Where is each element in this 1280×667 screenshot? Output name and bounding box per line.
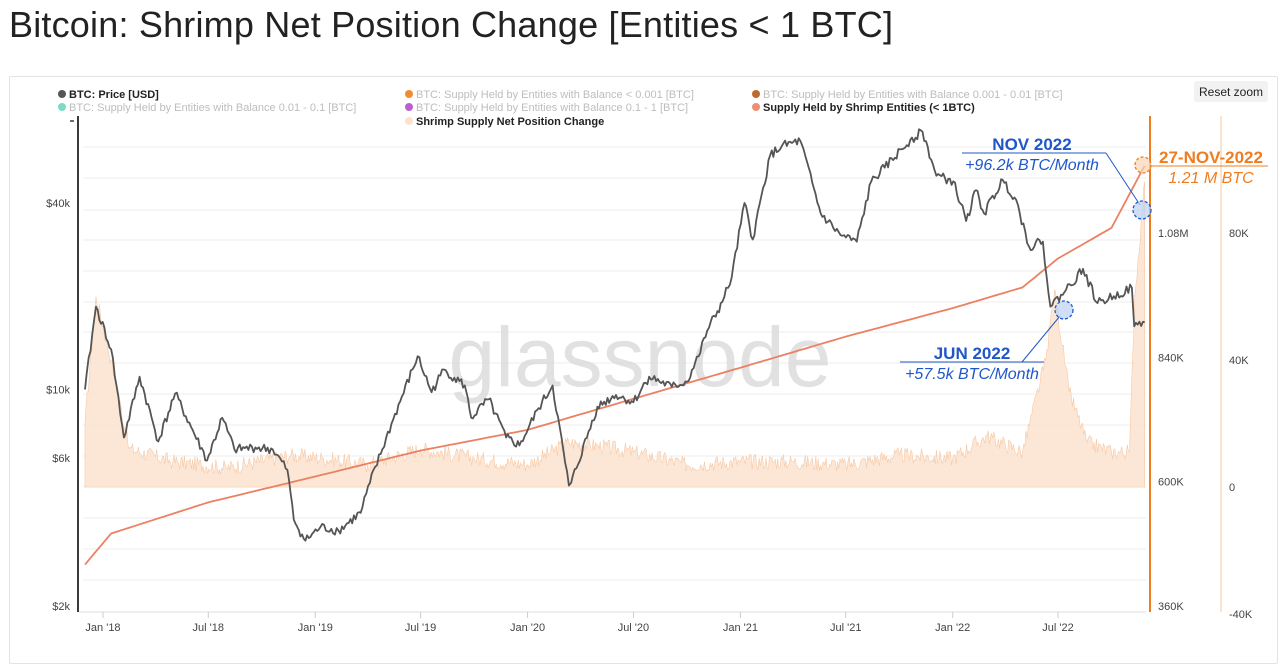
price-tick-label: $40k xyxy=(46,198,70,210)
supply-tick-label: 600K xyxy=(1158,477,1184,489)
gridlines xyxy=(83,146,1146,581)
annotation-nov-title: NOV 2022 xyxy=(992,135,1071,154)
legend-marker xyxy=(752,103,760,111)
annotation-date-title: 27-NOV-2022 xyxy=(1159,148,1263,167)
legend-item-label: BTC: Supply Held by Entities with Balanc… xyxy=(763,89,1063,101)
price-series xyxy=(84,128,1145,542)
supply-tick-label: 1.08M xyxy=(1158,228,1189,240)
net-position-change-series xyxy=(84,181,1145,488)
legend-marker xyxy=(405,117,413,125)
net-position-change-area xyxy=(84,181,1145,488)
x-tick-label: Jul '20 xyxy=(618,622,649,634)
price-tick-label: $6k xyxy=(52,453,70,465)
x-tick-label: Jan '18 xyxy=(85,622,120,634)
change-tick-label: 80K xyxy=(1229,228,1249,240)
change-tick-label: 0 xyxy=(1229,482,1235,494)
watermark: glassnode xyxy=(449,310,832,404)
legend-marker xyxy=(405,103,413,111)
annotation-nov-subtitle: +96.2k BTC/Month xyxy=(965,157,1099,174)
x-tick-label: Jul '19 xyxy=(405,622,436,634)
annotation-jun-marker xyxy=(1054,300,1074,320)
axes: $2k $6k $10k $40k 360K 600K 840K 1.08M -40K 0 40K 8… xyxy=(46,116,1253,634)
legend-item-label: Shrimp Supply Net Position Change xyxy=(416,116,604,128)
legend: BTC: Price [USD] BTC: Supply Held by Enti… xyxy=(58,89,1063,128)
legend-item-label: Supply Held by Shrimp Entities (< 1BTC) xyxy=(763,102,975,114)
x-tick-label: Jan '20 xyxy=(510,622,545,634)
legend-marker xyxy=(58,103,66,111)
legend-marker xyxy=(405,90,413,98)
legend-marker xyxy=(58,90,66,98)
price-line xyxy=(84,128,1145,542)
reset-zoom-button[interactable]: Reset zoom xyxy=(1194,81,1268,102)
legend-item-label: BTC: Supply Held by Entities with Balanc… xyxy=(69,102,356,114)
x-tick-label: Jul '18 xyxy=(193,622,224,634)
legend-marker xyxy=(752,90,760,98)
shrimp-supply-line xyxy=(84,165,1146,566)
annotations: NOV 2022 +96.2k BTC/Month JUN 2022 +57.5k B… xyxy=(900,135,1268,383)
annotation-date-marker xyxy=(1134,156,1152,174)
x-tick-label: Jul '21 xyxy=(830,622,861,634)
annotation-jun-subtitle: +57.5k BTC/Month xyxy=(905,366,1039,383)
change-tick-label: -40K xyxy=(1229,609,1253,621)
change-tick-label: 40K xyxy=(1229,355,1249,367)
shrimp-supply-series xyxy=(84,165,1146,566)
x-tick-label: Jul '22 xyxy=(1042,622,1073,634)
page-title: Bitcoin: Shrimp Net Position Change [Ent… xyxy=(9,4,894,45)
legend-item-label: BTC: Supply Held by Entities with Balanc… xyxy=(416,89,694,101)
supply-tick-label: 840K xyxy=(1158,352,1184,364)
annotation-nov-marker xyxy=(1132,200,1152,220)
annotation-date-subtitle: 1.21 M BTC xyxy=(1168,170,1254,187)
annotation-nov-connector xyxy=(1105,152,1141,206)
legend-item-label: BTC: Supply Held by Entities with Balanc… xyxy=(416,102,688,114)
x-tick-label: Jan '19 xyxy=(298,622,333,634)
legend-item-label: BTC: Price [USD] xyxy=(69,89,159,101)
supply-tick-label: 360K xyxy=(1158,601,1184,613)
price-tick-label: $10k xyxy=(46,384,70,396)
price-tick-label: $2k xyxy=(52,601,70,613)
annotation-jun-connector xyxy=(1021,315,1061,363)
x-tick-label: Jan '22 xyxy=(935,622,970,634)
x-tick-label: Jan '21 xyxy=(723,622,758,634)
annotation-jun-title: JUN 2022 xyxy=(934,344,1011,363)
